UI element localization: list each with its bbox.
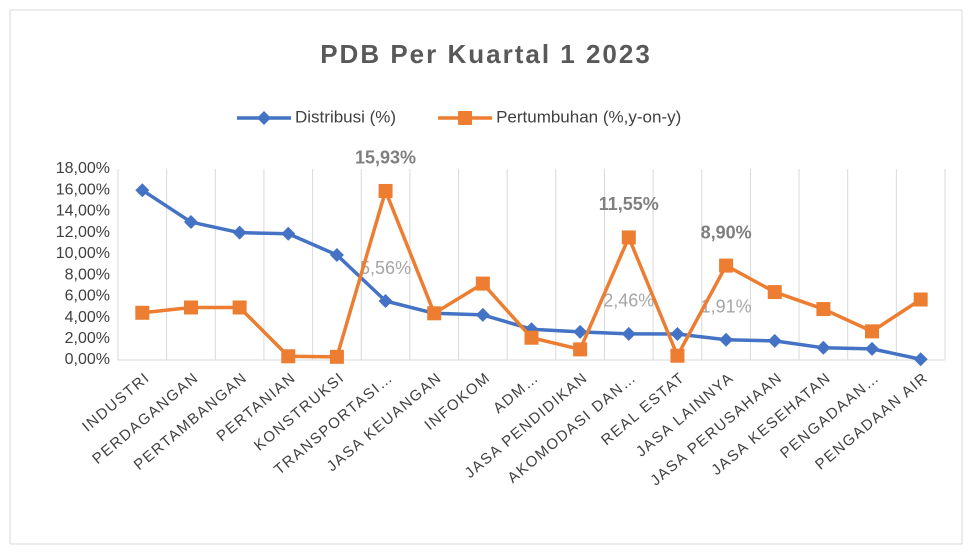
point — [621, 230, 636, 245]
point — [524, 330, 539, 345]
point — [329, 247, 344, 262]
point — [670, 348, 685, 363]
point — [378, 294, 393, 309]
point — [427, 306, 442, 321]
y-tick-label: 14,00% — [56, 203, 110, 220]
point — [621, 326, 636, 341]
point — [232, 225, 247, 240]
y-tick-label: 0,00% — [65, 351, 110, 368]
point — [183, 300, 198, 315]
legend-marker — [458, 111, 473, 125]
point — [913, 352, 928, 367]
point — [767, 285, 782, 300]
point — [573, 324, 588, 339]
data-label: 15,93% — [355, 148, 416, 168]
y-tick-label: 2,00% — [65, 330, 110, 347]
data-label: 2,46% — [603, 291, 654, 311]
chart-title: PDB Per Kuartal 1 2023 — [320, 39, 652, 69]
data-label: 8,90% — [701, 222, 752, 242]
point — [281, 349, 296, 364]
point — [573, 342, 588, 357]
point — [329, 349, 344, 364]
y-tick-label: 10,00% — [56, 245, 110, 262]
point — [913, 292, 928, 307]
point — [865, 324, 880, 339]
point — [475, 276, 490, 291]
y-tick-label: 6,00% — [65, 288, 110, 305]
point — [719, 258, 734, 273]
point — [183, 215, 198, 230]
point — [670, 327, 685, 342]
point — [232, 300, 247, 315]
point — [135, 305, 150, 320]
point — [378, 183, 393, 198]
legend-label: Pertumbuhan (%,y-on-y) — [496, 107, 681, 126]
point — [475, 307, 490, 322]
y-tick-label: 18,00% — [56, 160, 110, 177]
point — [719, 332, 734, 347]
point — [816, 302, 831, 317]
legend-label: Distribusi (%) — [295, 107, 396, 126]
point — [865, 341, 880, 356]
y-tick-label: 12,00% — [56, 224, 110, 241]
legend-marker — [257, 111, 271, 125]
y-tick-label: 16,00% — [56, 181, 110, 198]
point — [135, 183, 150, 198]
point — [767, 333, 782, 348]
point — [281, 226, 296, 241]
data-label: 11,55% — [599, 194, 659, 214]
data-label: 5,56% — [360, 258, 411, 278]
y-tick-label: 4,00% — [65, 309, 110, 326]
point — [816, 340, 831, 355]
data-label: 1,91% — [701, 296, 752, 316]
y-tick-label: 8,00% — [65, 266, 110, 283]
